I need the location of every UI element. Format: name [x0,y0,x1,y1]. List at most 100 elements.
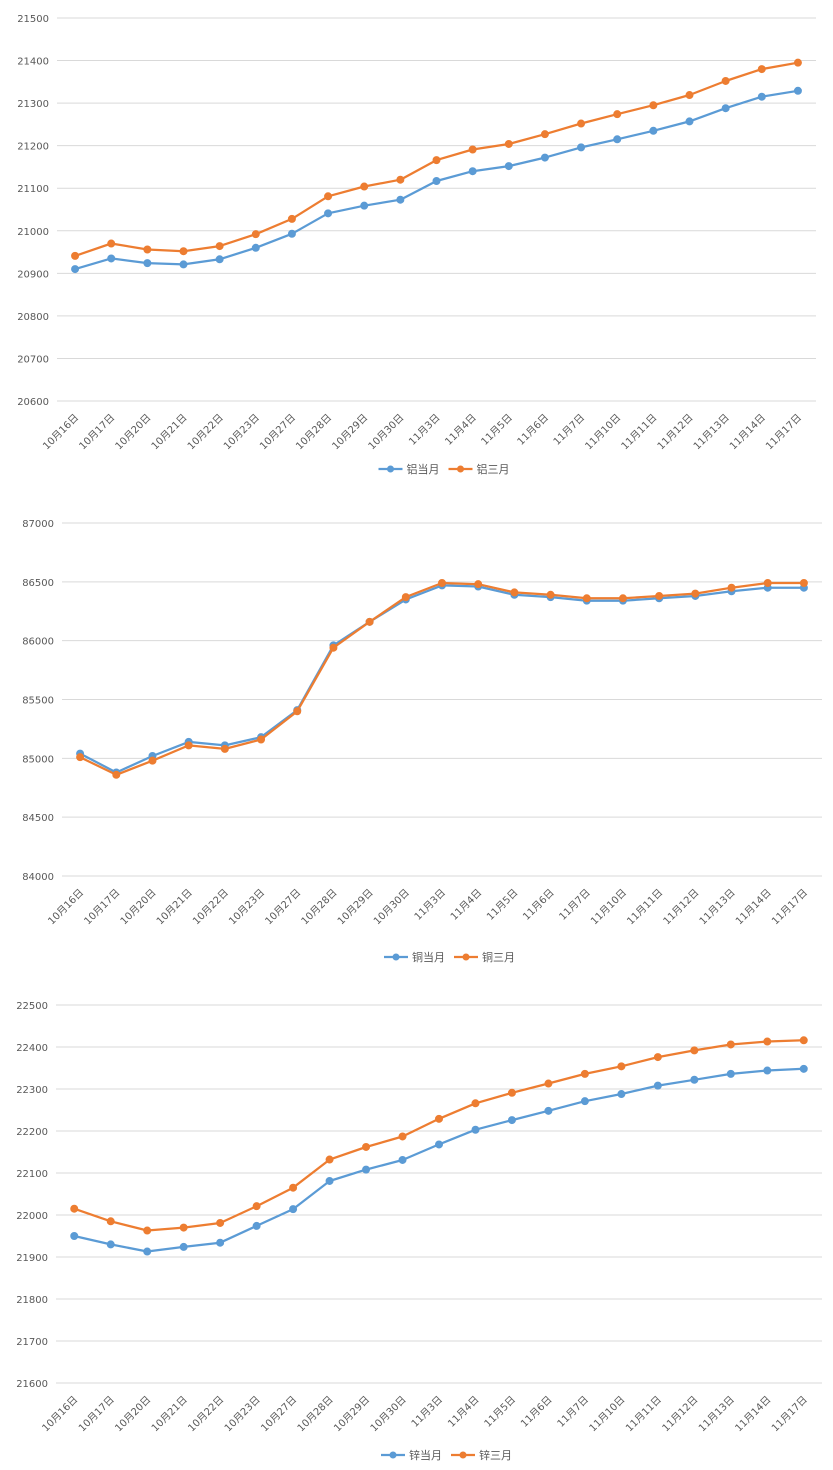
data-point [580,1069,589,1078]
data-point [691,589,700,598]
data-point [251,230,260,239]
x-tick-label: 10月16日 [46,887,87,928]
y-tick-label: 21200 [17,142,49,153]
data-point [617,1090,626,1099]
x-tick-label: 11月17日 [763,412,804,453]
y-tick-label: 87000 [22,519,54,530]
legend-label: 锌三月 [479,1448,512,1462]
x-tick-label: 10月29日 [335,887,376,928]
data-point [468,145,477,154]
x-tick-label: 11月12日 [660,1394,701,1435]
x-tick-label: 11月12日 [661,887,702,928]
zinc-gridlines [56,1004,822,1384]
data-point [685,117,694,126]
data-point [220,744,229,753]
data-point [325,1155,334,1164]
data-point [324,209,333,218]
x-tick-label: 11月14日 [727,412,768,453]
data-point [653,1081,662,1090]
x-tick-label: 10月21日 [149,412,190,453]
y-tick-label: 21000 [17,227,49,238]
y-tick-label: 85500 [22,696,54,707]
legend-label: 锌当月 [409,1448,442,1462]
data-point [289,1205,298,1214]
x-tick-label: 11月3日 [412,887,448,923]
data-point [649,101,658,110]
data-point [507,1088,516,1097]
data-point [360,182,369,191]
x-tick-label: 11月11日 [625,887,666,928]
x-tick-label: 11月4日 [445,1394,481,1430]
data-point [577,143,586,152]
data-point [143,259,152,268]
legend-swatch-marker [462,953,470,961]
data-point [365,617,374,626]
legend-label: 铜当月 [412,950,445,964]
data-point [617,1062,626,1071]
legend-swatch-marker [459,1451,467,1459]
y-tick-label: 21300 [17,99,49,110]
y-tick-label: 85000 [22,754,54,765]
data-point [107,254,116,263]
x-tick-label: 11月7日 [555,1394,591,1430]
legend-swatch-marker [457,465,464,473]
x-tick-label: 10月22日 [190,887,231,928]
data-point [70,1232,79,1240]
x-tick-label: 11月6日 [515,412,551,448]
x-tick-label: 11月7日 [557,887,593,923]
aluminum-x-axis: 10月16日10月17日10月20日10月21日10月22日10月23日10月2… [41,412,804,453]
x-tick-label: 11月14日 [733,887,774,928]
data-point [763,1066,772,1075]
data-point [329,643,338,652]
data-point [474,580,483,589]
x-tick-label: 11月6日 [521,887,557,923]
data-point [432,156,441,165]
data-point [401,593,410,602]
x-tick-label: 11月13日 [696,1394,737,1435]
data-point [112,770,121,779]
x-tick-label: 10月28日 [299,887,340,928]
data-point [655,591,664,600]
data-point [685,91,694,100]
y-tick-label: 22100 [16,1169,48,1180]
x-tick-label: 10月16日 [40,1394,81,1435]
data-point [184,741,193,750]
aluminum-price-chart: 20600 20700 20800 20900 21000 21100 21200 21300… [0,0,833,490]
data-point [396,195,405,204]
x-tick-label: 10月21日 [149,1394,190,1435]
x-tick-label: 11月10日 [588,887,629,928]
data-point [289,1183,298,1192]
data-point [540,153,549,162]
data-point [179,247,188,256]
data-point [757,92,766,101]
x-tick-label: 10月27日 [257,412,298,453]
data-point [106,1240,115,1249]
legend-swatch-marker [389,1451,397,1459]
legend-label: 铝三月 [477,462,510,476]
data-point [70,1204,79,1213]
data-point [763,1037,772,1046]
data-point [726,1040,735,1049]
data-point [148,756,157,765]
x-tick-label: 10月29日 [332,1394,373,1435]
data-point [504,139,513,148]
data-point [435,1114,443,1123]
y-tick-label: 20900 [17,269,49,280]
series-line [73,1039,804,1232]
data-point [287,229,296,238]
data-point [179,1223,188,1232]
data-point [143,245,152,254]
y-tick-label: 20600 [17,397,49,408]
zinc-legend: 锌当月 锌三月 [381,1448,512,1462]
y-tick-label: 86000 [22,637,54,648]
data-point [613,110,622,119]
x-tick-label: 11月13日 [697,887,738,928]
x-tick-label: 10月27日 [263,887,304,928]
x-tick-label: 11月5日 [479,412,515,448]
data-point [362,1142,371,1151]
y-tick-label: 22300 [16,1085,48,1096]
y-tick-label: 21400 [17,57,49,68]
x-tick-label: 11月13日 [691,412,732,453]
data-point [690,1075,699,1084]
x-tick-label: 11月10日 [587,1394,628,1435]
